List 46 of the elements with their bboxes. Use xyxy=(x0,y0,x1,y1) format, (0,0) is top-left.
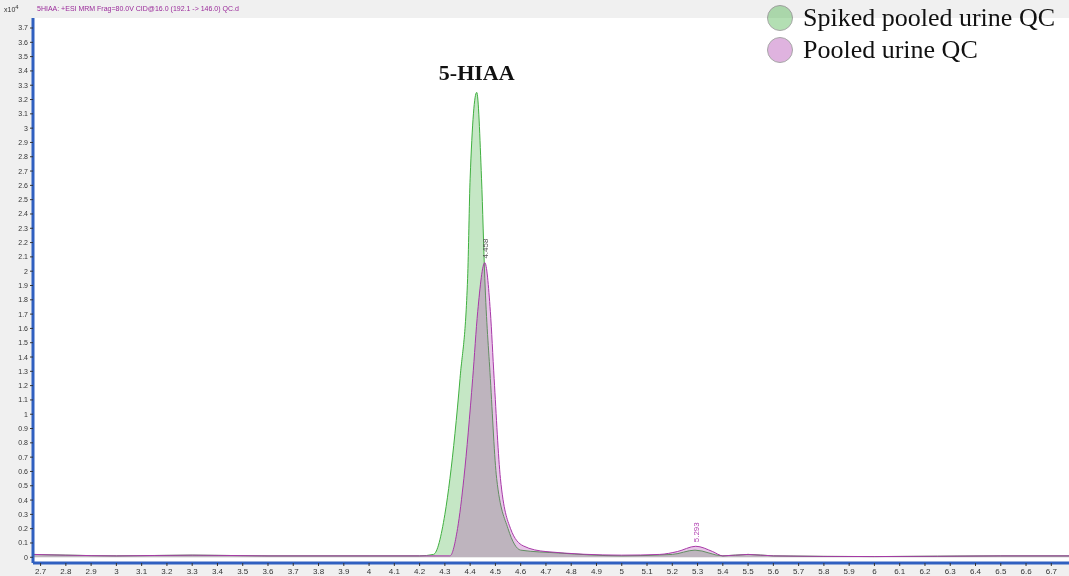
x-tick-label: 5.3 xyxy=(691,566,704,576)
x-tick-label: 5.9 xyxy=(843,566,856,576)
x-tick-label: 6.6 xyxy=(1020,566,1033,576)
x-tick-label: 6.5 xyxy=(995,566,1007,576)
x-tick-label: 2.9 xyxy=(85,566,98,576)
x-tick-label: 3 xyxy=(114,566,120,576)
x-tick-label: 3.3 xyxy=(186,566,199,576)
x-tick-label: 5.8 xyxy=(818,566,831,576)
x-tick-label: 5.5 xyxy=(742,566,755,576)
x-tick-label: 4.6 xyxy=(515,566,527,576)
legend-label: Pooled urine QC xyxy=(802,35,978,65)
x-tick-label: 5 xyxy=(619,566,625,576)
x-tick-label: 4.3 xyxy=(439,566,451,576)
x-tick-label: 4.5 xyxy=(489,566,502,576)
x-tick-label: 6.3 xyxy=(944,566,957,576)
x-tick-label: 2.7 xyxy=(35,566,47,576)
x-tick-label: 4.8 xyxy=(565,566,578,576)
annotation: 4.458 xyxy=(480,238,490,259)
x-tick-label: 3.1 xyxy=(136,566,148,576)
x-tick-label: 4.4 xyxy=(464,566,477,576)
x-tick-label: 4.2 xyxy=(414,566,426,576)
x-tick-label: 4.7 xyxy=(540,566,553,576)
x-tick-label: 5.7 xyxy=(793,566,805,576)
x-tick-label: 5.4 xyxy=(717,566,729,576)
x-tick-label: 6 xyxy=(872,566,878,576)
x-tick-label: 3.7 xyxy=(287,566,300,576)
x-tick-label: 3.2 xyxy=(161,566,174,576)
annotation: 5-HIAA xyxy=(438,60,515,86)
x-tick-label: 6.4 xyxy=(969,566,982,576)
x-tick-label: 3.6 xyxy=(262,566,275,576)
x-tick-label: 3.5 xyxy=(237,566,249,576)
legend-label: Spiked pooled urine QC xyxy=(802,3,1055,33)
x-tick-label: 2.8 xyxy=(60,566,72,576)
x-tick-label: 3.4 xyxy=(211,566,224,576)
x-tick-label: 3.8 xyxy=(312,566,325,576)
x-tick-label: 6.7 xyxy=(1045,566,1058,576)
x-tick-label: 6.1 xyxy=(894,566,906,576)
x-tick-label: 4 xyxy=(366,566,372,576)
x-tick-label: 4.9 xyxy=(590,566,603,576)
x-tick-label: 5.6 xyxy=(767,566,780,576)
annotation: 5.293 xyxy=(691,521,701,543)
x-tick-label: 5.2 xyxy=(666,566,679,576)
x-tick-label: 6.2 xyxy=(919,566,932,576)
x-tick-label: 3.9 xyxy=(338,566,350,576)
x-tick-label: 5.1 xyxy=(641,566,654,576)
x-tick-label: 4.1 xyxy=(388,566,401,576)
